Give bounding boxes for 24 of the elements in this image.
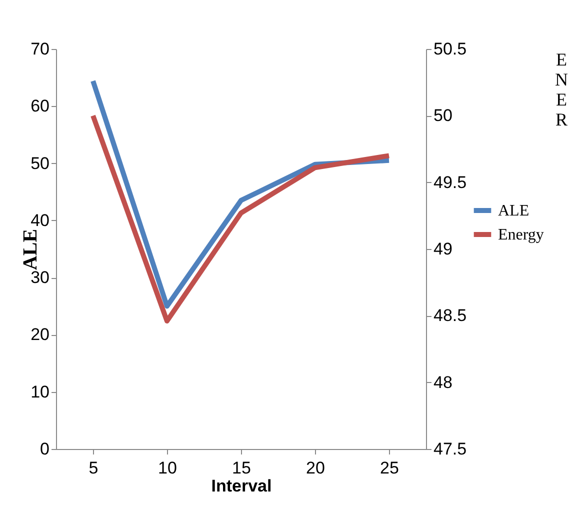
y-tick-label: 10: [30, 382, 50, 402]
y2-tick-label: 50.5: [434, 40, 467, 58]
y-tick-label: 60: [30, 96, 50, 116]
y-tick-label: 70: [30, 40, 50, 58]
x-tick-label: 20: [306, 458, 325, 478]
y-tick-label: 40: [30, 210, 50, 230]
y2-tick-label: 48: [434, 372, 452, 392]
y2-tick-label: 48.5: [434, 306, 467, 326]
y2-tick-label: 49: [434, 240, 452, 258]
x-tick-label: 15: [232, 458, 251, 478]
y2-tick-label: 47.5: [434, 440, 467, 458]
legend-label: ALE: [498, 202, 530, 220]
y2-tick-label: 50: [434, 106, 452, 126]
y-axis-title: ALE: [20, 228, 42, 270]
y-tick-label: 20: [30, 325, 50, 344]
x-tick-label: 25: [380, 458, 399, 478]
x-axis-title: Interval: [211, 476, 272, 496]
y-tick-label: 50: [30, 154, 50, 173]
y2-axis-title: ENER: [555, 50, 568, 130]
legend-label: Energy: [498, 226, 544, 244]
x-tick-label: 5: [88, 458, 98, 478]
x-tick-label: 10: [158, 458, 177, 478]
y2-tick-label: 49.5: [434, 172, 467, 192]
y-tick-label: 0: [40, 440, 50, 458]
